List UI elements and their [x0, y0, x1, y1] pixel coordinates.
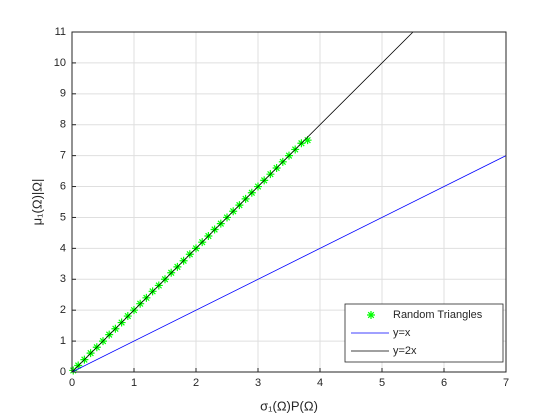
x-axis-label: σ₁(Ω)P(Ω) [260, 398, 318, 413]
y-tick-label: 10 [54, 57, 66, 69]
y-tick-label: 0 [60, 366, 66, 378]
y-tick-label: 5 [60, 211, 66, 223]
y-tick-label: 3 [60, 273, 66, 285]
y-tick-label: 1 [60, 335, 66, 347]
x-tick-label: 7 [503, 377, 509, 389]
y-tick-label: 11 [55, 26, 66, 38]
x-tick-label: 0 [69, 377, 75, 389]
line [71, 31, 414, 373]
x-tick-label: 1 [131, 377, 137, 389]
x-tick-label: 3 [255, 377, 261, 389]
legend-label: y=2x [393, 345, 417, 357]
x-tick-label: 2 [193, 377, 199, 389]
legend-label: Random Triangles [393, 309, 483, 321]
x-tick-label: 6 [441, 377, 447, 389]
x-tick-label: 4 [317, 377, 323, 389]
y-tick-label: 2 [60, 304, 66, 316]
y-tick-label: 7 [60, 150, 66, 162]
y-tick-label: 6 [60, 180, 66, 192]
legend-label: y=x [393, 327, 411, 339]
y-tick-label: 9 [60, 88, 66, 100]
y-axis-label: μ₁(Ω)|Ω| [29, 179, 44, 226]
scatter-point [303, 136, 312, 145]
x-tick-label: 5 [379, 377, 385, 389]
legend-marker [367, 311, 375, 319]
line [71, 155, 507, 373]
y-tick-label: 8 [60, 119, 66, 131]
y-tick-label: 4 [60, 242, 66, 254]
axes-box [71, 31, 507, 373]
